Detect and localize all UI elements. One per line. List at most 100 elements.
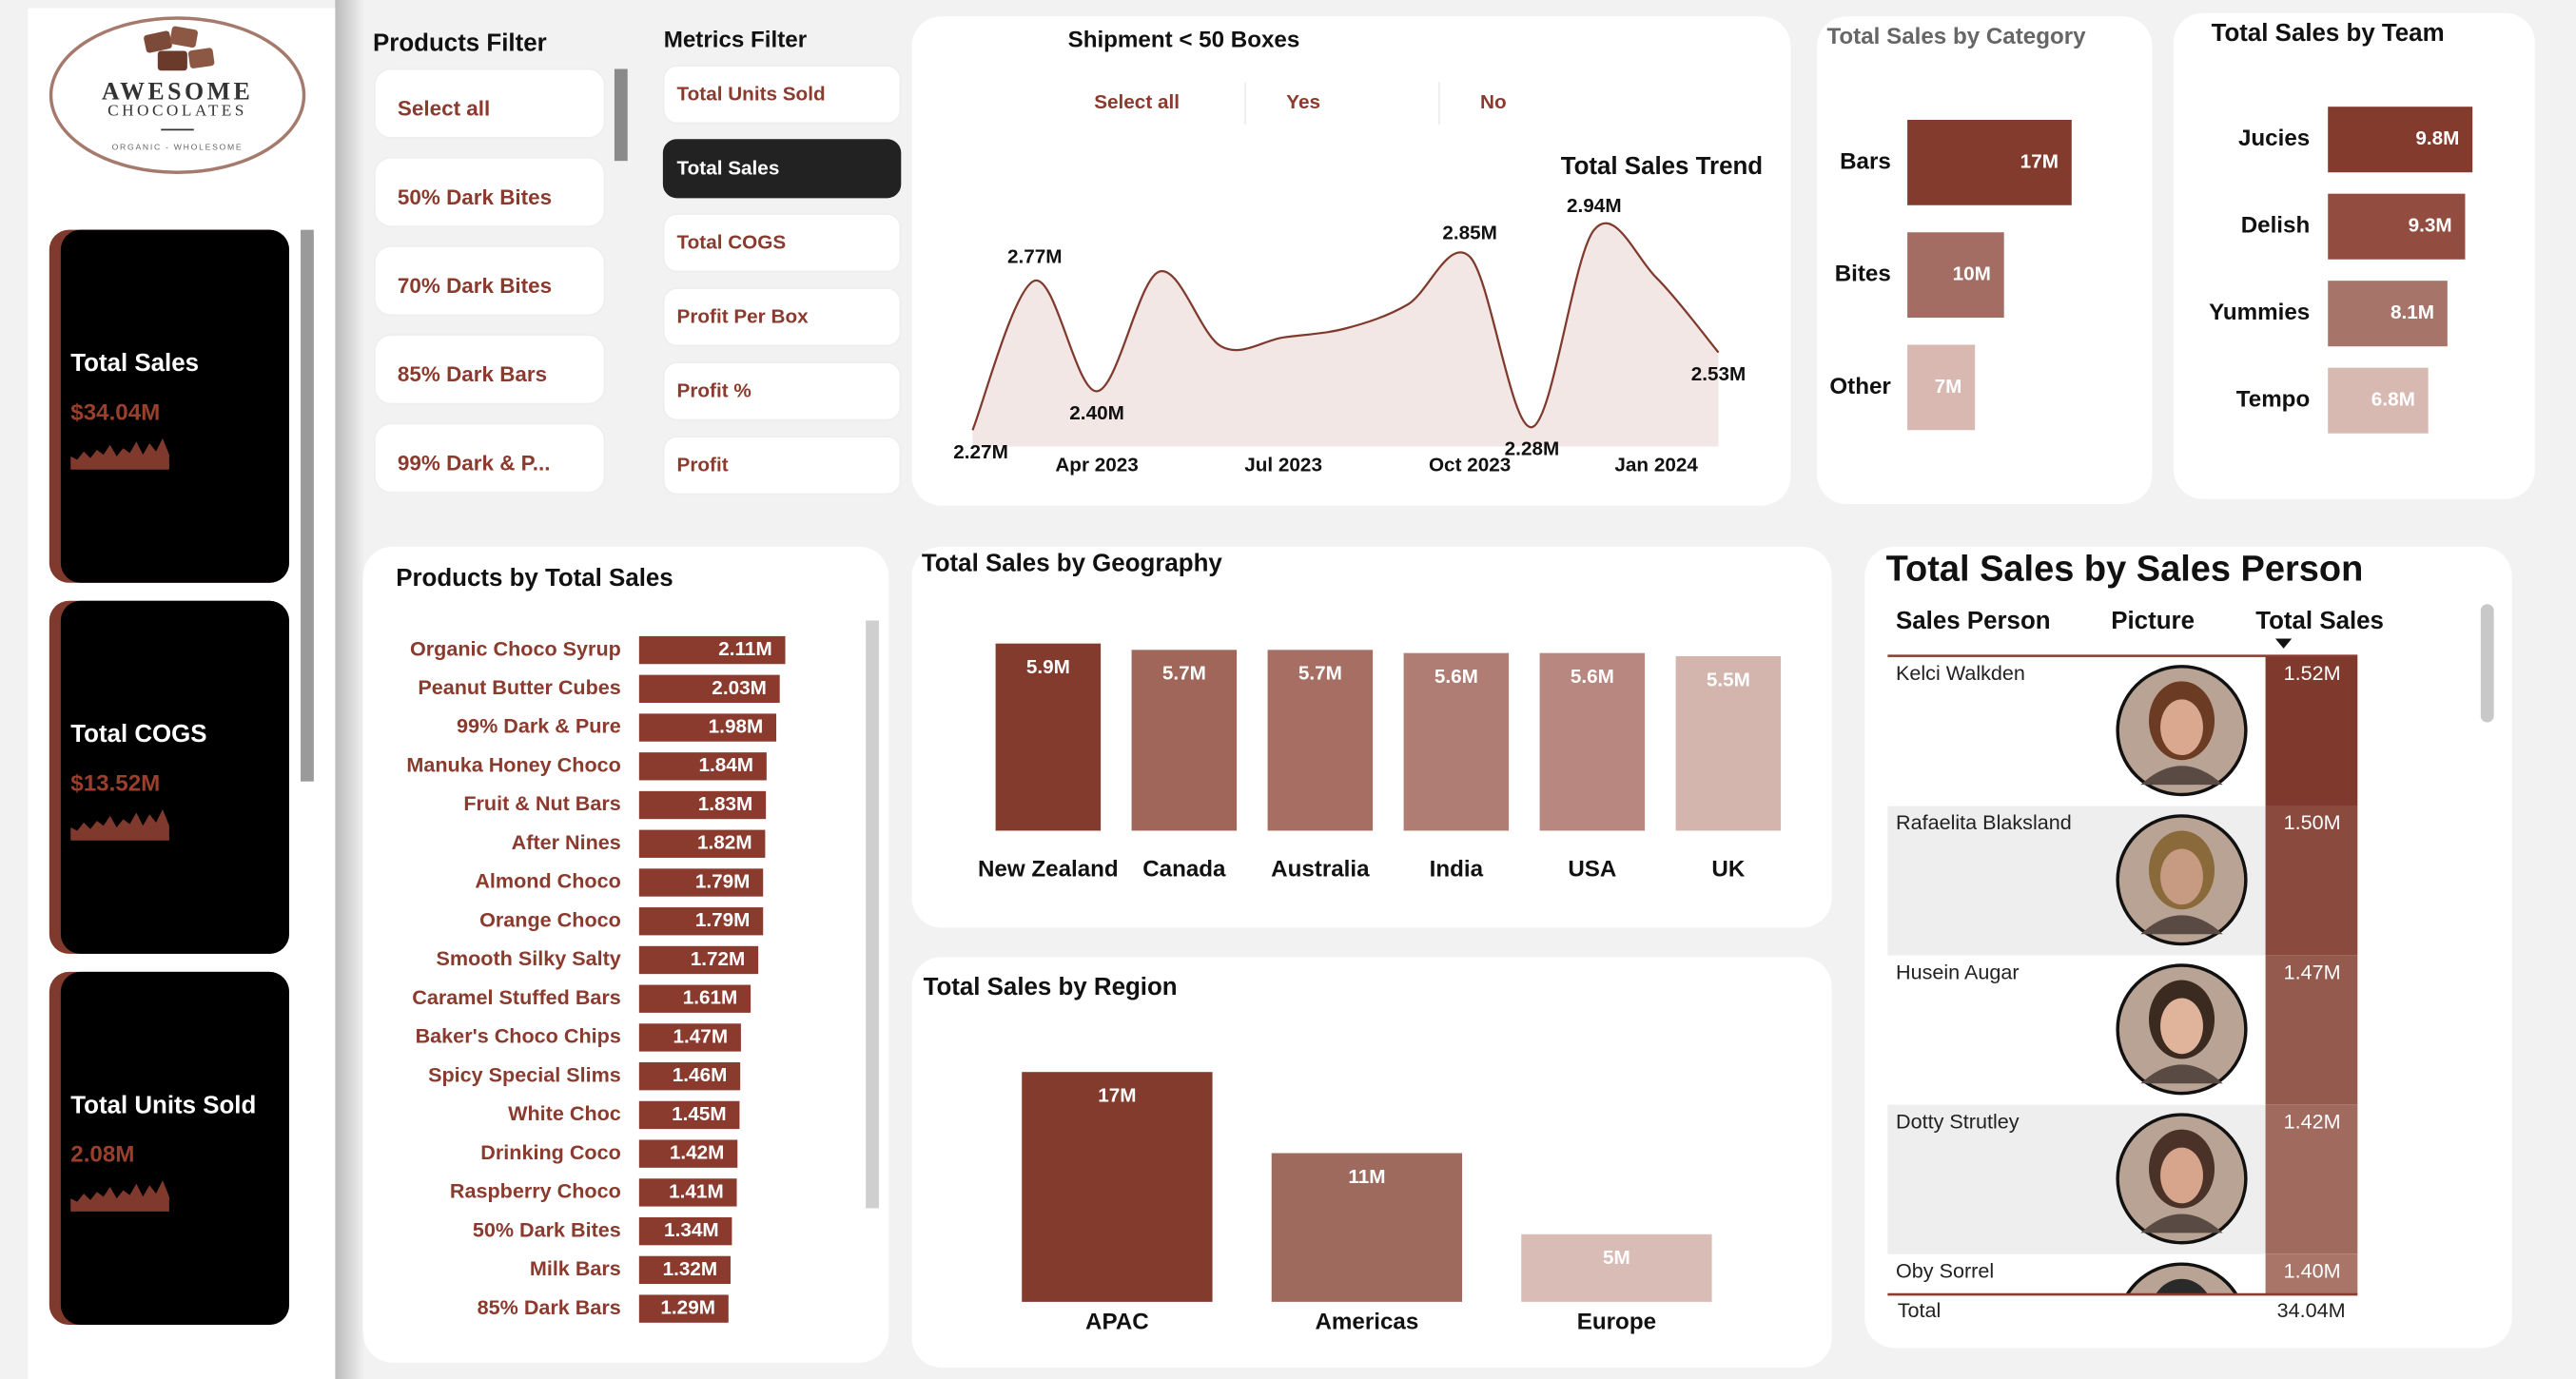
bar (638, 1062, 741, 1091)
x-tick-label: USA (1568, 856, 1616, 882)
data-label: 2.03M (712, 677, 767, 699)
avatar-face (2160, 998, 2203, 1055)
category-label: Tempo (2236, 387, 2310, 413)
products-filter: Select all 50% Dark Bites 70% Dark Bites 85… (373, 68, 606, 493)
table-body: Kelci Walkden 1.52M Rafaelita Blaksland 1.5… (1887, 656, 2358, 1294)
filter-item-label[interactable]: 99% Dark & P... (398, 451, 551, 475)
slicer-option[interactable]: Select all (1094, 91, 1180, 113)
data-label: 7M (1935, 376, 1962, 398)
filter-item[interactable] (373, 334, 606, 405)
data-label: 2.94M (1567, 195, 1622, 217)
column-header: Sales Person (1896, 608, 2051, 634)
filter-item[interactable] (662, 361, 902, 421)
filter-title: Metrics Filter (664, 28, 808, 53)
x-tick-label: India (1430, 856, 1484, 882)
category-label: Peanut Butter Cubes (418, 675, 620, 699)
data-label: 5.6M (1571, 666, 1614, 688)
avatar-face (2160, 699, 2203, 756)
data-label: 1.34M (664, 1219, 719, 1241)
scrollbar (614, 68, 628, 162)
bar (638, 829, 766, 858)
logo-icon (187, 48, 215, 68)
filter-item-label[interactable]: Profit (677, 455, 729, 476)
category-label: Milk Bars (530, 1256, 621, 1280)
cell: Rafaelita Blaksland (1896, 810, 2072, 834)
filter-item-label[interactable]: Profit % (677, 380, 751, 402)
filter-item-label[interactable]: Total COGS (677, 232, 787, 254)
logo-icon (169, 26, 198, 49)
kpi-sparkline (70, 809, 169, 841)
x-tick-label: New Zealand (978, 856, 1119, 882)
bar (1907, 344, 1976, 431)
x-tick-label: Jan 2024 (1614, 455, 1698, 476)
data-label: 1.83M (698, 793, 753, 815)
filter-item-label[interactable]: Total Units Sold (677, 84, 826, 106)
filter-item[interactable] (373, 68, 606, 139)
total-value: 34.04M (2277, 1298, 2346, 1322)
filter-item[interactable] (662, 436, 902, 495)
filter-item[interactable] (662, 213, 902, 273)
filter-item[interactable] (373, 422, 606, 493)
data-bar (2265, 955, 2358, 1105)
filter-item[interactable] (662, 287, 902, 347)
category-label: 99% Dark & Pure (457, 714, 621, 738)
bar (1267, 650, 1374, 831)
kpi-label: Total Sales (70, 350, 199, 377)
data-bar (2265, 656, 2358, 806)
filter-item-label[interactable]: Total Sales (677, 158, 780, 180)
data-label: 5.9M (1026, 656, 1070, 678)
total-label: Total (1898, 1298, 1942, 1322)
sort-indicator (2274, 638, 2293, 649)
filter-item[interactable] (662, 139, 902, 199)
scrollbar (866, 620, 879, 1209)
logo-name: AWESOME (102, 77, 253, 105)
filter-item-label[interactable]: 70% Dark Bites (398, 274, 552, 298)
bar (638, 945, 759, 975)
bar (638, 635, 786, 665)
cell: 1.52M (2284, 661, 2341, 685)
category-label: Jucies (2238, 126, 2310, 151)
filter-item[interactable] (373, 245, 606, 317)
line (971, 222, 1720, 431)
bar (1907, 232, 2004, 319)
data-label: 9.3M (2409, 215, 2452, 237)
filter-item[interactable] (373, 156, 606, 228)
slicer-option[interactable]: No (1480, 91, 1507, 113)
bar (638, 907, 764, 936)
filter-item-label[interactable]: Select all (398, 97, 490, 121)
category-label: Manuka Honey Choco (406, 752, 620, 776)
filter-item[interactable] (662, 65, 902, 125)
slicer-option[interactable]: Yes (1286, 91, 1320, 113)
cell: Dotty Strutley (1896, 1109, 2020, 1133)
cell: 1.47M (2284, 960, 2341, 983)
avatar-body (2140, 1214, 2223, 1233)
data-label: 2.77M (1007, 245, 1063, 267)
logo-tagline: ORGANIC - WHOLESOME (112, 143, 244, 152)
scrollbar (301, 229, 314, 782)
filter-item-label[interactable]: 50% Dark Bites (398, 185, 552, 209)
cell: 1.40M (2284, 1259, 2341, 1283)
chart-title: Total Sales Trend (1561, 153, 1763, 180)
data-label: 1.98M (709, 716, 764, 738)
cell: Husein Augar (1896, 960, 2020, 983)
category-label: Drinking Coco (480, 1140, 621, 1164)
bar (2328, 281, 2448, 347)
bar (638, 752, 767, 781)
area (972, 223, 1719, 447)
data-label: 17M (2020, 150, 2059, 172)
data-label: 1.61M (683, 987, 738, 1009)
x-tick-label: UK (1711, 856, 1745, 882)
data-label: 2.28M (1505, 438, 1560, 460)
data-label: 1.46M (673, 1064, 728, 1086)
bar (638, 1216, 732, 1246)
filter-item-label[interactable]: 85% Dark Bars (398, 362, 547, 386)
x-tick-label: Canada (1142, 856, 1226, 882)
data-label: 1.41M (669, 1180, 724, 1202)
data-label: 2.40M (1069, 402, 1124, 424)
table-title: Total Sales by Sales Person (1886, 550, 2364, 590)
column-header: Picture (2111, 608, 2195, 634)
avatar-body (2140, 915, 2223, 935)
category-label: Organic Choco Syrup (410, 636, 621, 660)
filter-item-label[interactable]: Profit Per Box (677, 306, 810, 328)
cell: Kelci Walkden (1896, 661, 2025, 685)
